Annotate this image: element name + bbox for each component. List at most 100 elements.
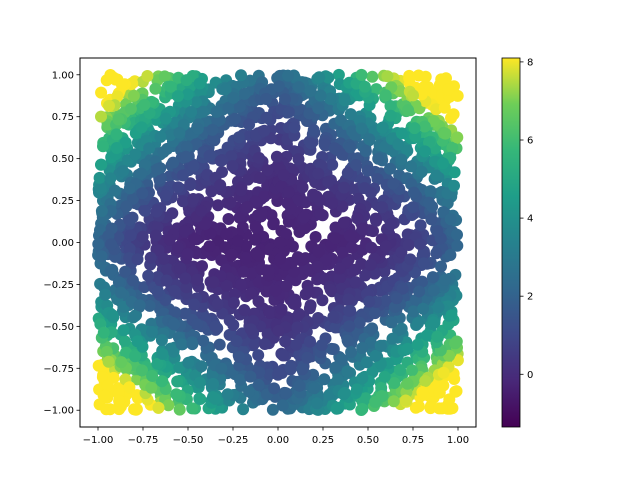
- scatter-point: [233, 351, 246, 363]
- scatter-point: [156, 347, 169, 360]
- scatter-point: [433, 386, 446, 399]
- scatter-point: [193, 376, 206, 389]
- scatter-point: [119, 265, 132, 278]
- scatter-point: [406, 364, 418, 377]
- scatter-point: [207, 377, 220, 390]
- scatter-point: [220, 228, 233, 241]
- scatter-point: [203, 149, 216, 162]
- scatter-point: [149, 82, 162, 95]
- scatter-point: [364, 258, 377, 271]
- scatter-point: [282, 186, 295, 198]
- scatter-point: [187, 193, 200, 205]
- scatter-point: [276, 399, 289, 412]
- scatter-point: [235, 69, 247, 82]
- scatter-point: [214, 154, 227, 167]
- scatter-point: [173, 361, 186, 374]
- scatter-point: [268, 382, 281, 395]
- scatter-point: [180, 150, 192, 163]
- scatter-point: [293, 379, 306, 392]
- scatter-point: [209, 320, 222, 333]
- scatter-point: [252, 295, 265, 308]
- y-tick-label: 0.75: [52, 112, 74, 123]
- scatter-point: [364, 336, 377, 349]
- scatter-point: [356, 403, 369, 415]
- scatter-point: [159, 189, 172, 202]
- scatter-point: [214, 179, 227, 192]
- scatter-point: [225, 150, 238, 163]
- scatter-point: [252, 349, 265, 362]
- scatter-point: [402, 239, 415, 251]
- scatter-point: [345, 241, 358, 254]
- scatter-point: [279, 387, 292, 400]
- scatter-point: [187, 160, 200, 173]
- scatter-point: [95, 110, 107, 123]
- scatter-point: [418, 145, 431, 158]
- scatter-point: [446, 141, 459, 154]
- colorbar-tick-label: 8: [527, 57, 533, 68]
- scatter-point: [249, 220, 262, 233]
- scatter-point: [146, 369, 159, 382]
- scatter-point: [167, 156, 180, 169]
- scatter-point: [355, 122, 368, 135]
- scatter-point: [385, 316, 398, 329]
- scatter-point: [252, 151, 265, 164]
- scatter-point: [344, 141, 357, 154]
- scatter-point: [178, 225, 191, 238]
- scatter-point: [168, 284, 181, 297]
- scatter-point: [366, 322, 379, 335]
- scatter-point: [448, 179, 460, 192]
- scatter-point: [445, 309, 458, 322]
- scatter-point: [414, 238, 426, 250]
- scatter-point: [437, 206, 450, 218]
- scatter-point: [412, 317, 424, 329]
- scatter-point: [129, 309, 142, 322]
- scatter-point: [442, 83, 455, 96]
- scatter-point: [243, 385, 256, 398]
- scatter-point: [171, 241, 184, 254]
- scatter-point: [384, 218, 397, 231]
- scatter-point: [322, 175, 335, 188]
- scatter-point: [110, 128, 123, 141]
- colorbar-tick-label: 2: [527, 292, 533, 303]
- scatter-point: [444, 213, 457, 226]
- scatter-point: [381, 70, 394, 83]
- scatter-point: [126, 274, 139, 287]
- scatter-point: [311, 397, 324, 410]
- scatter-point: [179, 272, 192, 285]
- scatter-point: [199, 218, 212, 231]
- scatter-point: [106, 309, 119, 322]
- scatter-point: [154, 130, 167, 143]
- x-tick-label: −0.25: [218, 435, 249, 446]
- scatter-point: [120, 200, 133, 213]
- scatter-point: [123, 182, 136, 195]
- scatter-point: [129, 148, 142, 161]
- scatter-point: [338, 386, 351, 399]
- scatter-point: [170, 388, 183, 401]
- colorbar-tick-label: 0: [527, 370, 533, 381]
- scatter-point: [430, 247, 443, 260]
- scatter-point: [267, 218, 280, 231]
- scatter-point: [384, 100, 397, 112]
- scatter-point: [417, 257, 430, 270]
- scatter-point: [401, 342, 414, 355]
- scatter-point: [379, 240, 392, 253]
- y-tick-label: 1.00: [52, 70, 74, 81]
- scatter-point: [437, 366, 450, 379]
- scatter-point: [291, 321, 304, 334]
- scatter-point: [120, 346, 132, 359]
- scatter-point: [351, 383, 363, 396]
- scatter-point: [243, 118, 256, 131]
- scatter-point: [435, 73, 448, 86]
- scatter-point: [356, 342, 369, 354]
- scatter-point: [136, 230, 149, 243]
- scatter-point: [141, 70, 154, 82]
- scatter-point: [204, 227, 217, 240]
- scatter-point: [312, 245, 325, 258]
- scatter-point: [280, 228, 293, 240]
- scatter-point: [158, 70, 171, 83]
- scatter-point: [284, 362, 297, 375]
- scatter-point: [233, 131, 245, 144]
- scatter-point: [392, 324, 405, 337]
- scatter-point: [104, 172, 117, 185]
- scatter-point: [332, 68, 345, 81]
